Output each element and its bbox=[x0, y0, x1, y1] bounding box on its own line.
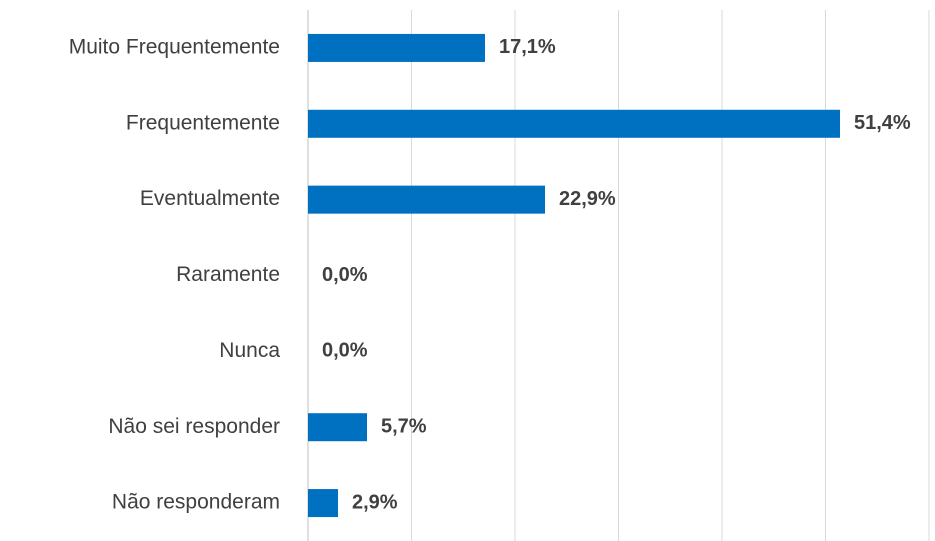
bar bbox=[308, 33, 485, 62]
y-tick-label: Eventualmente bbox=[140, 187, 280, 210]
value-label: 5,7% bbox=[381, 415, 427, 437]
y-tick-label: Frequentemente bbox=[126, 111, 280, 134]
value-label: 22,9% bbox=[559, 188, 616, 210]
y-tick-label: Não sei responder bbox=[108, 415, 280, 438]
y-tick-label: Muito Frequentemente bbox=[69, 35, 280, 58]
y-tick-label: Não responderam bbox=[112, 491, 280, 514]
value-label: 0,0% bbox=[322, 340, 368, 362]
y-tick-label: Raramente bbox=[176, 263, 280, 286]
value-label: 0,0% bbox=[322, 264, 368, 286]
value-label: 2,9% bbox=[352, 491, 398, 513]
bar bbox=[308, 109, 840, 138]
value-label: 17,1% bbox=[499, 36, 556, 58]
bar bbox=[308, 489, 339, 518]
y-tick-label: Nunca bbox=[219, 339, 280, 362]
value-label: 51,4% bbox=[854, 112, 911, 134]
bar bbox=[308, 413, 367, 442]
bar bbox=[308, 185, 546, 214]
